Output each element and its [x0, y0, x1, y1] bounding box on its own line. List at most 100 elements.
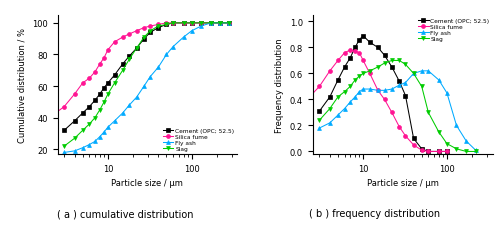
Fly ash — [120, 112, 126, 115]
Fly ash — [463, 140, 469, 143]
Fly ash — [327, 122, 333, 125]
Cement (OPC; 52.5) — [112, 74, 117, 77]
Cement (OPC; 52.5) — [436, 151, 442, 153]
Line: Cement (OPC; 52.5): Cement (OPC; 52.5) — [62, 22, 231, 133]
Cement (OPC; 52.5) — [218, 22, 224, 25]
Slag — [226, 22, 232, 25]
Silica fume — [226, 22, 232, 25]
Cement (OPC; 52.5) — [97, 93, 103, 96]
Cement (OPC; 52.5) — [61, 129, 67, 132]
Silica fume — [156, 24, 162, 27]
Fly ash — [389, 88, 395, 91]
Silica fume — [188, 22, 194, 25]
Fly ash — [180, 37, 186, 39]
Slag — [444, 143, 450, 145]
Fly ash — [147, 76, 153, 79]
Silica fume — [436, 151, 442, 153]
Fly ash — [316, 127, 322, 130]
Fly ash — [218, 22, 224, 25]
Cement (OPC; 52.5) — [120, 63, 126, 66]
Slag — [86, 123, 92, 126]
Silica fume — [170, 22, 176, 25]
Fly ash — [444, 92, 450, 95]
Fly ash — [436, 79, 442, 82]
Silica fume — [342, 52, 347, 55]
Fly ash — [170, 46, 176, 49]
Silica fume — [356, 52, 362, 55]
Cement (OPC; 52.5) — [327, 96, 333, 99]
Cement (OPC; 52.5) — [356, 39, 362, 42]
Slag — [454, 148, 460, 151]
Cement (OPC; 52.5) — [141, 38, 147, 41]
Fly ash — [61, 151, 67, 154]
Cement (OPC; 52.5) — [80, 112, 86, 115]
Silica fume — [147, 26, 153, 28]
Fly ash — [126, 104, 132, 107]
Legend: Cement (OPC; 52.5), Silica fume, Fly ash, Slag: Cement (OPC; 52.5), Silica fume, Fly ash… — [417, 18, 491, 43]
Legend: Cement (OPC; 52.5), Silica fume, Fly ash, Slag: Cement (OPC; 52.5), Silica fume, Fly ash… — [162, 127, 236, 153]
Slag — [80, 129, 86, 132]
Cement (OPC; 52.5) — [170, 22, 176, 25]
Slag — [72, 137, 78, 140]
Slag — [126, 59, 132, 61]
Cement (OPC; 52.5) — [389, 66, 395, 69]
Slag — [218, 22, 224, 25]
Fly ash — [418, 70, 424, 73]
Fly ash — [156, 67, 162, 69]
Slag — [396, 60, 402, 63]
Fly ash — [92, 141, 98, 143]
Cement (OPC; 52.5) — [375, 47, 381, 50]
Cement (OPC; 52.5) — [147, 32, 153, 35]
Fly ash — [454, 125, 460, 127]
Fly ash — [105, 126, 111, 129]
Slag — [316, 119, 322, 122]
Silica fume — [208, 22, 214, 25]
Silica fume — [335, 60, 341, 63]
Cement (OPC; 52.5) — [180, 22, 186, 25]
Silica fume — [134, 30, 140, 33]
Fly ash — [360, 88, 366, 91]
Fly ash — [367, 88, 373, 91]
Silica fume — [396, 126, 402, 128]
Cement (OPC; 52.5) — [426, 151, 432, 153]
Cement (OPC; 52.5) — [198, 22, 204, 25]
Fly ash — [382, 90, 388, 92]
Slag — [208, 22, 214, 25]
Silica fume — [72, 93, 78, 96]
Slag — [472, 151, 478, 153]
Slag — [105, 93, 111, 96]
Slag — [347, 86, 353, 89]
Silica fume — [389, 112, 395, 114]
Cement (OPC; 52.5) — [444, 151, 450, 153]
Cement (OPC; 52.5) — [335, 79, 341, 82]
Fly ash — [342, 108, 347, 110]
Y-axis label: Frequency distribution: Frequency distribution — [275, 38, 284, 132]
X-axis label: Particle size / μm: Particle size / μm — [112, 178, 184, 188]
Slag — [97, 109, 103, 112]
Fly ash — [141, 85, 147, 88]
Slag — [402, 64, 408, 67]
Slag — [356, 75, 362, 78]
Cement (OPC; 52.5) — [92, 99, 98, 102]
Silica fume — [402, 135, 408, 138]
Cement (OPC; 52.5) — [396, 81, 402, 83]
Fly ash — [97, 136, 103, 138]
Line: Slag: Slag — [62, 22, 231, 148]
Cement (OPC; 52.5) — [86, 106, 92, 109]
Slag — [327, 108, 333, 110]
Silica fume — [347, 49, 353, 52]
Silica fume — [164, 22, 170, 25]
Fly ash — [472, 149, 478, 152]
Line: Slag: Slag — [318, 59, 478, 154]
Cement (OPC; 52.5) — [418, 148, 424, 151]
Silica fume — [105, 49, 111, 52]
Line: Cement (OPC; 52.5): Cement (OPC; 52.5) — [318, 35, 449, 154]
Silica fume — [410, 144, 416, 147]
Cement (OPC; 52.5) — [188, 22, 194, 25]
Slag — [342, 91, 347, 94]
Fly ash — [198, 26, 204, 28]
Silica fume — [61, 106, 67, 109]
Cement (OPC; 52.5) — [410, 138, 416, 140]
Cement (OPC; 52.5) — [156, 27, 162, 30]
Fly ash — [356, 91, 362, 94]
